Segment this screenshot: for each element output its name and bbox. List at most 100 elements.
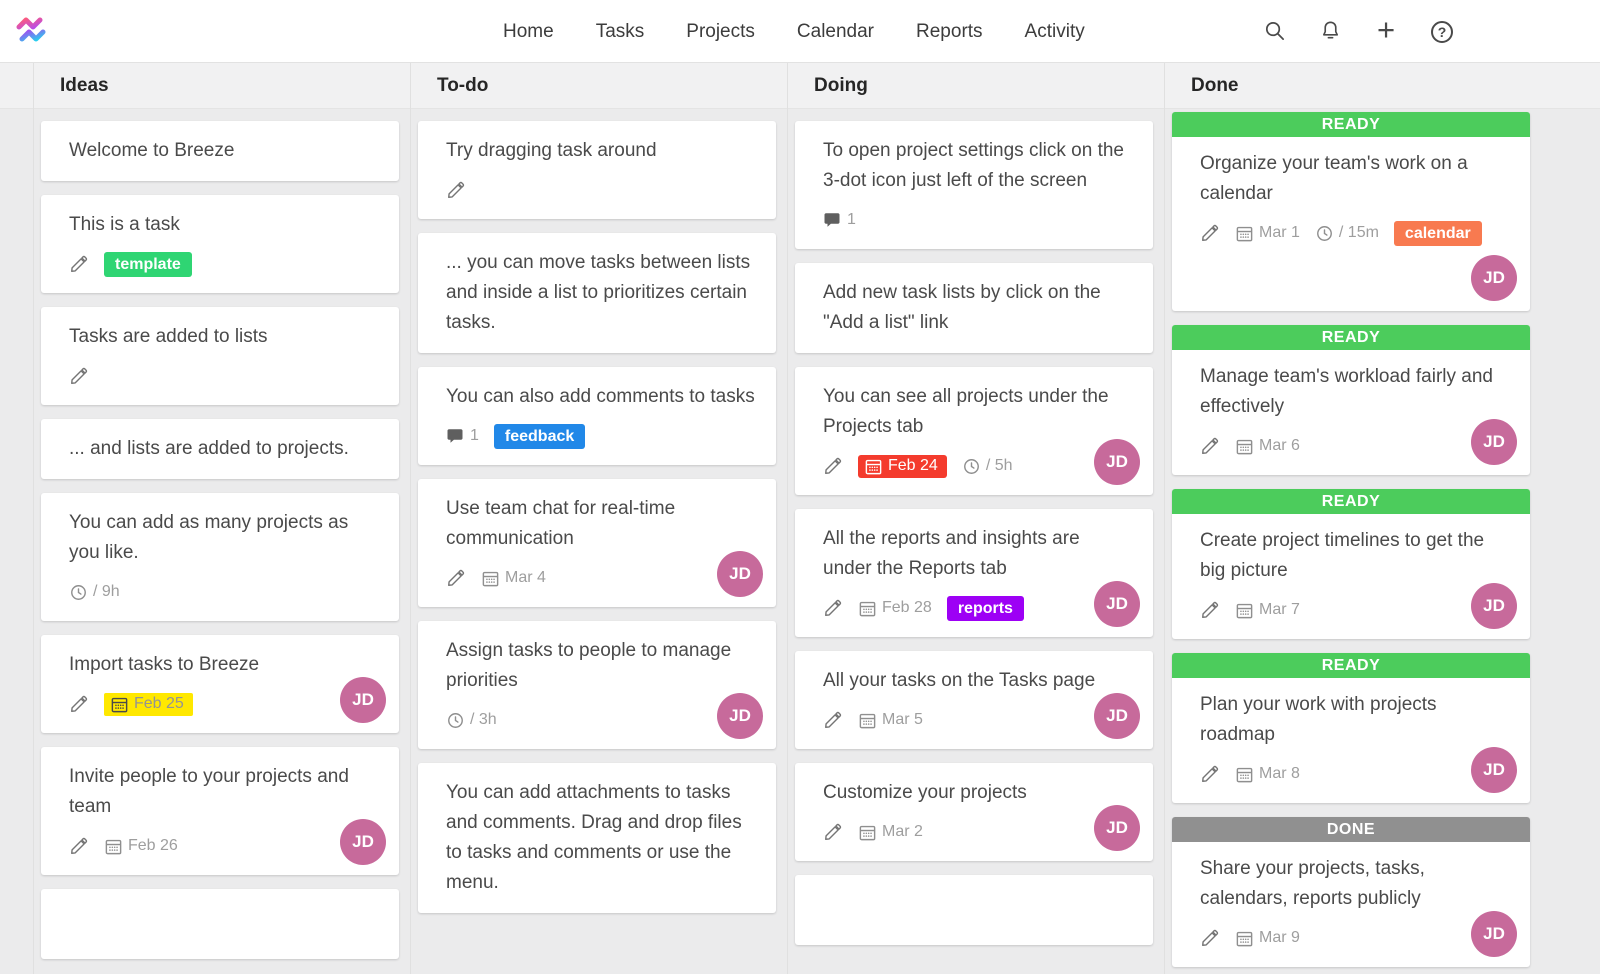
board-left-gutter — [0, 63, 33, 974]
task-card[interactable]: ... and lists are added to projects. — [41, 419, 399, 479]
due-date-label: Mar 1 — [1259, 224, 1300, 241]
task-card[interactable]: You can see all projects under the Proje… — [795, 367, 1153, 495]
avatar: JD — [340, 819, 386, 865]
edit-pencil-icon[interactable] — [446, 180, 466, 200]
clock-icon — [69, 583, 88, 602]
avatar: JD — [1471, 911, 1517, 957]
edit-pencil-icon[interactable] — [1200, 436, 1220, 456]
task-card[interactable]: Add new task lists by click on the "Add … — [795, 263, 1153, 353]
edit-pencil-icon[interactable] — [823, 710, 843, 730]
calendar-icon — [864, 457, 883, 476]
task-card[interactable]: READY Plan your work with projects roadma… — [1172, 653, 1530, 803]
time-estimate: / 5h — [962, 457, 1013, 476]
help-button[interactable]: ? — [1430, 20, 1454, 44]
task-card[interactable]: DONE Share your projects, tasks, calendar… — [1172, 817, 1530, 967]
task-card[interactable]: You can also add comments to tasks 1 feedb… — [418, 367, 776, 465]
nav-calendar[interactable]: Calendar — [796, 20, 875, 42]
task-card[interactable]: Invite people to your projects and team F… — [41, 747, 399, 875]
card-title: You can see all projects under the Proje… — [823, 386, 1109, 437]
nav-projects[interactable]: Projects — [686, 20, 755, 42]
edit-pencil-icon[interactable] — [823, 822, 843, 842]
edit-pencil-icon[interactable] — [1200, 223, 1220, 243]
card-meta: Mar 1 / 15m calendar — [1200, 219, 1510, 247]
edit-pencil-icon[interactable] — [446, 568, 466, 588]
task-card[interactable]: You can add as many projects as you like… — [41, 493, 399, 621]
search-button[interactable] — [1262, 20, 1286, 44]
card-title: Create project timelines to get the big … — [1200, 530, 1485, 581]
nav-reports[interactable]: Reports — [916, 20, 983, 42]
due-date-badge: Mar 2 — [858, 823, 923, 842]
due-date-label: Mar 6 — [1259, 437, 1300, 454]
status-banner: READY — [1172, 489, 1530, 514]
time-estimate-label: / 5h — [985, 457, 1013, 474]
task-card[interactable]: Welcome to Breeze — [41, 121, 399, 181]
column-done: Done READY Organize your team's work on a … — [1164, 63, 1541, 974]
column-header-done: Done — [1165, 63, 1541, 109]
status-banner: READY — [1172, 325, 1530, 350]
breeze-logo[interactable] — [12, 13, 50, 49]
edit-pencil-icon[interactable] — [69, 366, 89, 386]
edit-pencil-icon[interactable] — [1200, 600, 1220, 620]
avatar: JD — [1471, 419, 1517, 465]
column-body-to-do: Try dragging task around ... you can move… — [411, 109, 787, 974]
task-card[interactable]: Use team chat for real-time communicatio… — [418, 479, 776, 607]
edit-pencil-icon[interactable] — [69, 254, 89, 274]
notifications-button[interactable] — [1318, 20, 1342, 44]
tag-calendar[interactable]: calendar — [1393, 220, 1482, 246]
task-card-partial[interactable] — [795, 875, 1153, 945]
edit-pencil-icon[interactable] — [69, 836, 89, 856]
due-date-label: Mar 4 — [505, 569, 546, 586]
avatar: JD — [1471, 747, 1517, 793]
task-card[interactable]: READY Create project timelines to get the… — [1172, 489, 1530, 639]
calendar-icon — [481, 569, 500, 588]
time-estimate: / 3h — [446, 711, 497, 730]
board-right-gutter — [1541, 63, 1600, 974]
edit-pencil-icon[interactable] — [1200, 764, 1220, 784]
clock-icon — [446, 711, 465, 730]
card-meta: Feb 25 — [69, 690, 379, 718]
card-meta: Mar 2 — [823, 818, 1133, 846]
task-card[interactable]: Try dragging task around — [418, 121, 776, 219]
edit-pencil-icon[interactable] — [823, 456, 843, 476]
task-card[interactable]: Tasks are added to lists — [41, 307, 399, 405]
card-meta: Mar 7 — [1200, 596, 1510, 624]
column-header-to-do: To-do — [411, 63, 787, 109]
due-date-label: Feb 26 — [128, 837, 178, 854]
nav-activity[interactable]: Activity — [1024, 20, 1085, 42]
clock-icon — [1315, 224, 1334, 243]
task-card-partial[interactable] — [41, 889, 399, 959]
nav-tasks[interactable]: Tasks — [595, 20, 645, 42]
avatar: JD — [340, 677, 386, 723]
due-date-label: Mar 8 — [1259, 765, 1300, 782]
due-date-badge: Feb 26 — [104, 837, 178, 856]
task-card[interactable]: Assign tasks to people to manage priorit… — [418, 621, 776, 749]
tag-template[interactable]: template — [104, 251, 192, 277]
status-banner: READY — [1172, 112, 1530, 137]
card-title: You can also add comments to tasks — [446, 386, 755, 407]
card-meta — [446, 176, 756, 204]
task-card[interactable]: Customize your projects Mar 2 JD — [795, 763, 1153, 861]
time-estimate-label: / 9h — [93, 583, 120, 600]
task-card[interactable]: You can add attachments to tasks and com… — [418, 763, 776, 913]
edit-pencil-icon[interactable] — [823, 598, 843, 618]
due-date-badge: Mar 5 — [858, 711, 923, 730]
task-card[interactable]: All the reports and insights are under t… — [795, 509, 1153, 637]
task-card[interactable]: This is a task template — [41, 195, 399, 293]
nav-home[interactable]: Home — [503, 20, 554, 42]
column-header-ideas: Ideas — [34, 63, 410, 109]
main-nav: Home Tasks Projects Calendar Reports Activity — [503, 0, 1085, 63]
task-card[interactable]: READY Organize your team's work on a cale… — [1172, 112, 1530, 311]
tag-feedback[interactable]: feedback — [493, 423, 586, 449]
task-card[interactable]: ... you can move tasks between lists and… — [418, 233, 776, 353]
add-button[interactable]: + — [1374, 14, 1398, 45]
task-card[interactable]: READY Manage team's workload fairly and e… — [1172, 325, 1530, 475]
task-card[interactable]: To open project settings click on the 3-… — [795, 121, 1153, 249]
comment-count-value: 1 — [847, 211, 856, 228]
edit-pencil-icon[interactable] — [69, 694, 89, 714]
card-meta: Feb 28 reports — [823, 594, 1133, 622]
task-card[interactable]: All your tasks on the Tasks page Mar 5 JD — [795, 651, 1153, 749]
task-card[interactable]: Import tasks to Breeze Feb 25 JD — [41, 635, 399, 733]
tag-reports[interactable]: reports — [946, 595, 1024, 621]
avatar: JD — [1094, 693, 1140, 739]
edit-pencil-icon[interactable] — [1200, 928, 1220, 948]
